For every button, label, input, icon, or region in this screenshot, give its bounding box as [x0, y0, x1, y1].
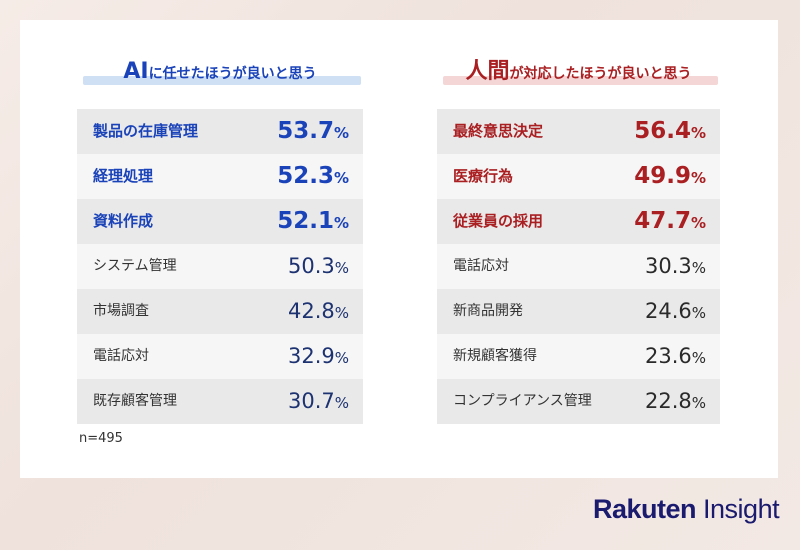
row-label: コンプライアンス管理: [453, 393, 592, 409]
row-label: 既存顧客管理: [93, 393, 177, 409]
row-value-unit: %: [334, 394, 349, 412]
row-label: 電話応対: [93, 348, 149, 364]
row-value-unit: %: [690, 124, 706, 142]
row-value-number: 32.9: [287, 344, 335, 368]
row-value: 53.7%: [277, 109, 349, 156]
table-row: 市場調査 42.8%: [77, 289, 363, 334]
row-label: 製品の在庫管理: [93, 122, 199, 140]
row-value-unit: %: [334, 259, 349, 277]
row-value-number: 52.3: [277, 163, 334, 189]
row-value-number: 52.1: [277, 208, 334, 234]
table-row: コンプライアンス管理 22.8%: [437, 379, 720, 424]
row-value-unit: %: [691, 394, 706, 412]
row-value: 52.1%: [277, 199, 349, 246]
row-label: 新商品開発: [453, 303, 523, 319]
row-value-number: 23.6: [644, 344, 692, 368]
heading-highlight-band: [83, 76, 361, 85]
row-value-unit: %: [690, 169, 706, 187]
heading-rest: に任せたほうが良いと思う: [148, 66, 317, 82]
row-label: 従業員の採用: [453, 212, 544, 230]
row-value-number: 47.7: [634, 208, 691, 234]
row-label: システム管理: [93, 258, 177, 274]
row-value: 23.6%: [645, 334, 706, 381]
human-table: 最終意思決定 56.4% 医療行為 49.9% 従業員の採用 47.7% 電話応対 30.3%…: [437, 109, 720, 424]
rakuten-insight-logo: Rakuten Insight: [593, 494, 780, 526]
row-value-number: 24.6: [644, 299, 692, 323]
row-value-number: 53.7: [277, 118, 334, 144]
row-label: 医療行為: [453, 167, 514, 185]
row-value-number: 30.7: [287, 389, 335, 413]
table-row: 従業員の採用 47.7%: [437, 199, 720, 244]
table-row: 電話応対 30.3%: [437, 244, 720, 289]
row-value-number: 50.3: [287, 254, 335, 278]
row-value-number: 30.3: [644, 254, 692, 278]
row-label: 経理処理: [93, 167, 154, 185]
row-value-unit: %: [333, 124, 349, 142]
row-value: 32.9%: [288, 334, 349, 381]
row-value: 42.8%: [288, 289, 349, 336]
sample-size-note: n=495: [79, 431, 123, 446]
heading-prefix: 人間: [465, 59, 510, 84]
table-row: 既存顧客管理 30.7%: [77, 379, 363, 424]
row-value: 49.9%: [634, 154, 706, 201]
table-row: 資料作成 52.1%: [77, 199, 363, 244]
row-value-unit: %: [691, 349, 706, 367]
row-label: 新規顧客獲得: [453, 348, 537, 364]
row-value: 52.3%: [277, 154, 349, 201]
heading-prefix: AI: [123, 59, 149, 84]
row-value: 56.4%: [634, 109, 706, 156]
ai-table: 製品の在庫管理 53.7% 経理処理 52.3% 資料作成 52.1% システム管理 50.3…: [77, 109, 363, 424]
row-value-number: 22.8: [644, 389, 692, 413]
table-row: 医療行為 49.9%: [437, 154, 720, 199]
row-value-unit: %: [333, 169, 349, 187]
row-label: 資料作成: [93, 212, 154, 230]
row-value-unit: %: [690, 214, 706, 232]
row-value-number: 42.8: [287, 299, 335, 323]
row-value-unit: %: [691, 259, 706, 277]
row-value-number: 56.4: [634, 118, 691, 144]
row-value-number: 49.9: [634, 163, 691, 189]
row-value: 30.3%: [645, 244, 706, 291]
table-row: 経理処理 52.3%: [77, 154, 363, 199]
row-value-unit: %: [334, 304, 349, 322]
human-panel-heading: 人間が対応したほうが良いと思う: [437, 58, 720, 88]
table-row: 最終意思決定 56.4%: [437, 109, 720, 154]
row-value-unit: %: [334, 349, 349, 367]
table-row: システム管理 50.3%: [77, 244, 363, 289]
table-row: 電話応対 32.9%: [77, 334, 363, 379]
table-row: 製品の在庫管理 53.7%: [77, 109, 363, 154]
heading-highlight-band: [443, 76, 718, 85]
row-label: 市場調査: [93, 303, 149, 319]
logo-part-1: Rakuten: [593, 494, 697, 524]
row-value: 47.7%: [634, 199, 706, 246]
heading-rest: が対応したほうが良いと思う: [509, 66, 692, 82]
logo-part-2: Insight: [696, 494, 780, 524]
row-value: 24.6%: [645, 289, 706, 336]
ai-panel-heading: AIに任せたほうが良いと思う: [77, 58, 363, 88]
table-row: 新規顧客獲得 23.6%: [437, 334, 720, 379]
row-label: 最終意思決定: [453, 122, 544, 140]
row-value: 50.3%: [288, 244, 349, 291]
row-value: 30.7%: [288, 379, 349, 426]
content-card: AIに任せたほうが良いと思う 製品の在庫管理 53.7% 経理処理 52.3% 資料作成…: [20, 20, 778, 478]
row-value-unit: %: [333, 214, 349, 232]
row-value: 22.8%: [645, 379, 706, 426]
row-value-unit: %: [691, 304, 706, 322]
table-row: 新商品開発 24.6%: [437, 289, 720, 334]
row-label: 電話応対: [453, 258, 509, 274]
